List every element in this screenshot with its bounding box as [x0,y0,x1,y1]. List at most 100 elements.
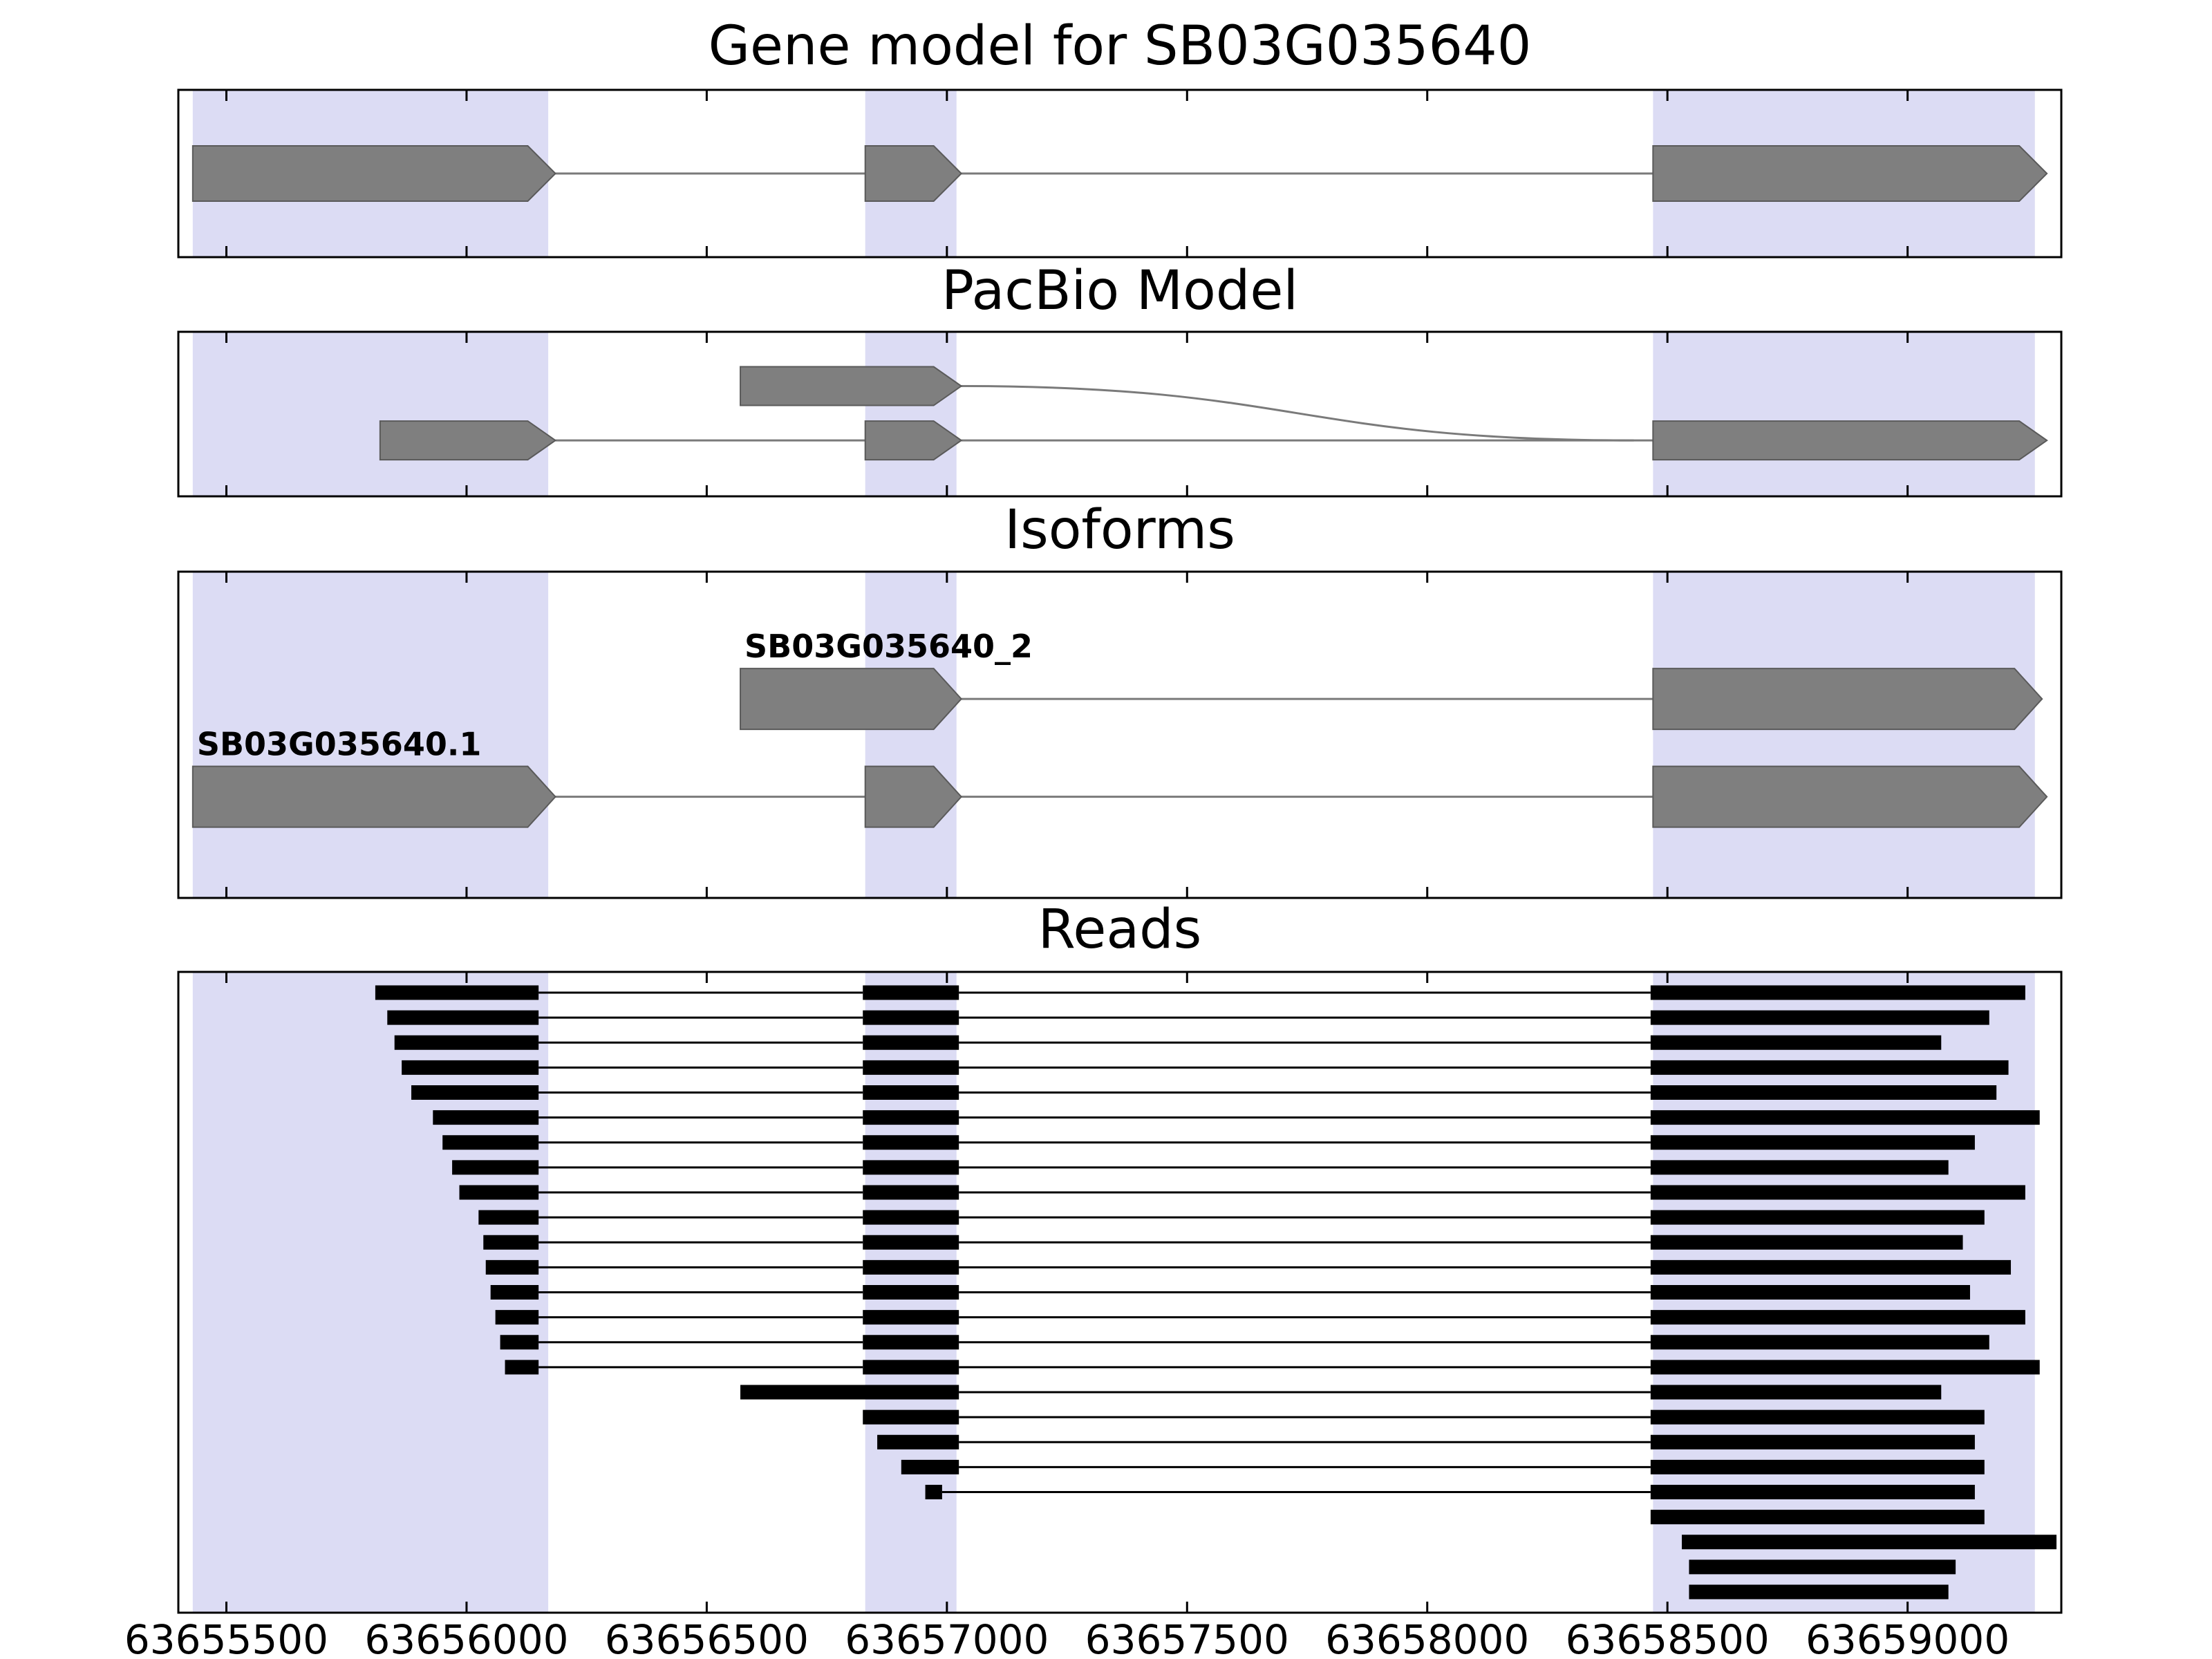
exon [1652,765,2048,828]
read-segment [863,1085,959,1100]
read-segment [459,1185,539,1200]
read [402,1060,2009,1075]
read-segment [442,1135,539,1150]
read-segment [863,1010,959,1025]
read [925,1485,1975,1499]
x-tick-label: 63657000 [845,1616,1049,1659]
read-segment [1650,1259,2012,1275]
read-segment [1650,1035,1942,1050]
read-segment [387,1010,539,1025]
exon [191,145,556,202]
read [483,1235,1963,1250]
read-segment [452,1160,539,1175]
highlight-region [192,972,549,1613]
read-segment [1650,1335,1989,1350]
exon [191,765,556,828]
read-segment [433,1110,539,1125]
read-segment [375,985,539,1000]
read-segment [1650,1434,1975,1450]
read [442,1135,1975,1150]
read-segment [495,1310,539,1325]
read [1689,1559,1956,1575]
read [740,1385,1942,1400]
read-segment [1682,1535,2057,1550]
read-segment [505,1360,539,1375]
read [459,1185,2025,1200]
read-segment [478,1210,539,1225]
read [387,1010,1989,1025]
read-segment [863,985,959,1000]
read [500,1335,1989,1350]
read-segment [1650,1485,1975,1499]
read [495,1310,2025,1325]
read-segment [1650,1360,2040,1375]
read-segment [1650,1135,1975,1150]
read-segment [1650,1310,2025,1325]
exon [740,668,963,731]
read-segment [1650,1235,1963,1250]
exon [1652,420,2048,461]
panel-reads [177,971,2063,1614]
read-segment [925,1485,942,1499]
read-segment [863,1235,959,1250]
read-segment [863,1210,959,1225]
read-segment [483,1235,539,1250]
exon [864,420,963,461]
x-tick-label: 63657500 [1085,1616,1289,1659]
read [901,1459,1985,1474]
read-segment [1650,1285,1970,1300]
read-segment [863,1310,959,1325]
x-tick-label: 63659000 [1806,1616,2009,1659]
read-segment [1650,1210,1985,1225]
x-tick-label: 63655500 [124,1616,328,1659]
read-segment [1689,1584,1949,1600]
panel-border [177,971,2063,1614]
read [485,1259,2012,1275]
read-segment [863,1185,959,1200]
read [452,1160,1949,1175]
panel-isoforms: SB03G035640_2 SB03G035640.1 [177,570,2063,899]
x-tick-label: 63656500 [605,1616,809,1659]
read [1650,1510,1985,1525]
panel-border [177,570,2063,899]
read-segment [1689,1559,1956,1575]
read [505,1360,2040,1375]
read-segment [1650,1185,2025,1200]
read-segment [863,1135,959,1150]
read-segment [863,1060,959,1075]
transcript-label: SB03G035640.1 [197,726,481,763]
exon [740,366,963,406]
read-segment [863,1110,959,1125]
read-segment [402,1060,539,1075]
read-segment [1650,1160,1949,1175]
read-segment [1650,985,2025,1000]
highlight-region [1653,572,2035,898]
read-segment [485,1259,539,1275]
panel-title-pacbio-model: PacBio Model [941,260,1299,322]
read [433,1110,2040,1125]
read-segment [863,1035,959,1050]
panel-title-isoforms: Isoforms [1004,499,1235,561]
read [877,1434,1975,1450]
panel-gene_model [177,88,2063,259]
read-segment [863,1160,959,1175]
read-segment [863,1409,959,1425]
junction-curve [961,385,1634,442]
read-segment [863,1335,959,1350]
read [394,1035,1942,1050]
read-segment [877,1434,959,1450]
read-segment [500,1335,539,1350]
x-tick-label: 63656000 [364,1616,568,1659]
read-segment [1650,1085,1997,1100]
read-segment [740,1385,959,1400]
panel-border [177,88,2063,259]
panel-title-gene-model: Gene model for SB03G035640 [708,15,1532,77]
read-segment [1650,1010,1989,1025]
read-segment [490,1285,539,1300]
read-segment [1650,1060,2009,1075]
read-segment [863,1285,959,1300]
panel-title-reads: Reads [1038,899,1202,961]
read-segment [1650,1409,1985,1425]
x-tick-label: 63658500 [1566,1616,1770,1659]
